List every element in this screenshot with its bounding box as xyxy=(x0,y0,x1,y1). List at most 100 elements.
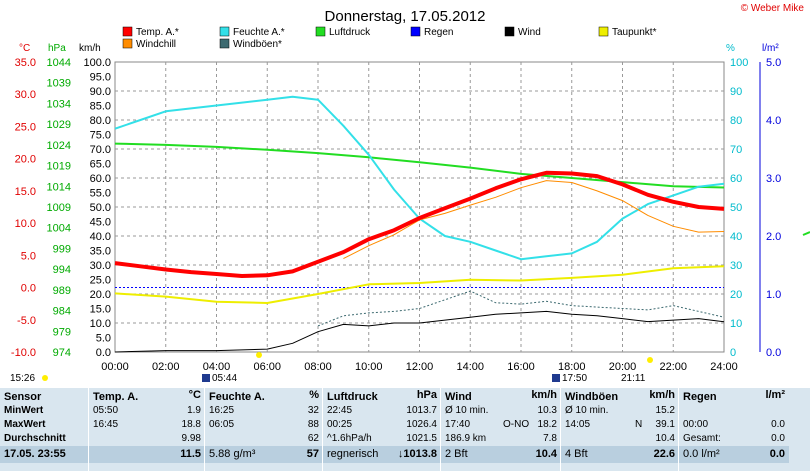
legend-label: Feuchte A.* xyxy=(233,27,285,38)
temp-tick-label: 35.0 xyxy=(15,57,36,69)
wind-tick-label: 25.0 xyxy=(90,275,111,287)
stats-value: 62 xyxy=(307,433,319,444)
stats-rain-total: 0.0 l/m² xyxy=(683,448,720,460)
hum-unit: % xyxy=(726,43,735,54)
humidity-tick-label: 30 xyxy=(730,260,742,272)
pressure-tick-label: 1039 xyxy=(47,78,71,90)
stats-header: Temp. A. xyxy=(93,391,139,403)
wind-tick-label: 60.0 xyxy=(90,173,111,185)
moonset-icon xyxy=(552,374,560,382)
stats-value: 32 xyxy=(307,405,319,416)
sun-marker-icon xyxy=(256,352,262,358)
stats-unit: km/h xyxy=(531,389,557,401)
stats-row-label: Durchschnitt xyxy=(4,433,66,444)
wind-tick-label: 30.0 xyxy=(90,260,111,272)
legend-label: Windböen* xyxy=(233,39,282,50)
stats-header: Wind xyxy=(445,391,472,403)
wind-tick-label: 95.0 xyxy=(90,72,111,84)
wind-tick-label: 85.0 xyxy=(90,101,111,113)
stats-current-value: 22.6 xyxy=(653,448,675,460)
legend: Temp. A.* Feuchte A.* Luftdruck Regen Wind Ta… xyxy=(122,26,657,50)
rain-tick-label: 2.0 xyxy=(766,231,781,243)
stats-value: 18.8 xyxy=(181,419,201,430)
wind-tick-label: 5.0 xyxy=(96,333,111,345)
legend-swatch xyxy=(122,26,133,37)
pressure-tick-label: 974 xyxy=(53,347,71,359)
stats-time: 22:45 xyxy=(327,405,353,416)
x-tick-label: 04:00 xyxy=(203,361,231,373)
stats-beaufort: 2 Bft xyxy=(445,448,468,460)
stats-current-value: 11.5 xyxy=(180,448,201,460)
moon-time-left: 15:26 xyxy=(10,373,36,384)
legend-label: Taupunkt* xyxy=(612,27,657,38)
humidity-tick-label: 60 xyxy=(730,173,742,185)
stats-header: Regen xyxy=(683,391,717,403)
humidity-tick-label: 90 xyxy=(730,86,742,98)
stats-col-temp: Temp. A. °C 05:50 1.9 16:45 18.8 9.98 11.5 xyxy=(88,388,205,471)
chart-title: Donnerstag, 17.05.2012 xyxy=(325,8,486,25)
stats-current-timestamp: 17.05. 23:55 xyxy=(0,446,88,463)
weather-chart: Donnerstag, 17.05.2012 © Weber Mike °C h… xyxy=(11,3,810,382)
stats-col-rain: Regen l/m² 00:00 0.0 Gesamt: 0.0 0.0 l/m² 0.… xyxy=(678,388,789,471)
rain-tick-label: 0.0 xyxy=(766,347,781,359)
pressure-tick-label: 994 xyxy=(53,264,71,276)
series-line-temp-a- xyxy=(114,170,725,278)
stats-abs-humidity: 5.88 g/m³ xyxy=(209,448,256,460)
stats-value: 10.3 xyxy=(537,405,557,416)
legend-swatch xyxy=(122,38,133,49)
rain-unit: l/m² xyxy=(762,43,779,54)
x-tick-label: 24:00 xyxy=(710,361,738,373)
temp-tick-label: -10.0 xyxy=(11,347,36,359)
stats-header: Feuchte A. xyxy=(209,391,265,403)
humidity-tick-label: 50 xyxy=(730,202,742,214)
sun-marker-icon xyxy=(42,375,48,381)
stats-forecast: regnerisch xyxy=(327,448,379,460)
stats-value: 0.0 xyxy=(771,419,785,430)
x-tick-label: 12:00 xyxy=(406,361,434,373)
pressure-tick-label: 989 xyxy=(53,285,71,297)
moonset-time: 17:50 xyxy=(562,373,588,384)
series-line-taupunkt- xyxy=(114,265,725,304)
pressure-tick-label: 1004 xyxy=(47,223,71,235)
legend-swatch xyxy=(219,26,230,37)
wind-tick-label: 80.0 xyxy=(90,115,111,127)
press-unit: hPa xyxy=(48,43,66,54)
stats-value: 18.2 xyxy=(537,419,557,430)
stats-label: Ø 10 min. xyxy=(565,405,609,416)
legend-label: Wind xyxy=(518,27,541,38)
stats-value: 15.2 xyxy=(655,405,675,416)
wind-tick-label: 15.0 xyxy=(90,304,111,316)
stats-current-value: 0.0 xyxy=(769,448,785,460)
legend-swatch xyxy=(315,26,326,37)
stats-unit: hPa xyxy=(416,389,437,401)
x-tick-label: 06:00 xyxy=(253,361,281,373)
stats-beaufort: 4 Bft xyxy=(565,448,588,460)
temp-tick-label: 10.0 xyxy=(15,218,36,230)
temp-unit: °C xyxy=(19,43,30,54)
stats-time: 06:05 xyxy=(209,419,235,430)
wind-tick-label: 35.0 xyxy=(90,246,111,258)
series-group xyxy=(114,95,725,353)
stats-header: Sensor xyxy=(4,391,42,403)
humidity-tick-label: 80 xyxy=(730,115,742,127)
x-tick-label: 14:00 xyxy=(456,361,484,373)
humidity-tick-label: 20 xyxy=(730,289,742,301)
stats-unit: °C xyxy=(188,389,201,401)
humidity-tick-label: 10 xyxy=(730,318,742,330)
wind-tick-label: 100.0 xyxy=(83,57,111,69)
temp-tick-label: 5.0 xyxy=(21,250,36,262)
pressure-tick-label: 1014 xyxy=(47,181,71,193)
pressure-tick-label: 984 xyxy=(53,306,71,318)
stats-distance: 186.9 km xyxy=(445,433,487,444)
humidity-tick-label: 0 xyxy=(730,347,736,359)
wind-tick-label: 55.0 xyxy=(90,188,111,200)
legend-label: Temp. A.* xyxy=(136,27,179,38)
stats-panel: Sensor MinWert MaxWert Durchschnitt 17.0… xyxy=(0,388,810,471)
stats-time: 00:00 xyxy=(683,419,709,430)
temp-tick-label: -5.0 xyxy=(17,315,36,327)
humidity-tick-label: 100 xyxy=(730,57,748,69)
x-tick-label: 00:00 xyxy=(101,361,129,373)
wind-tick-label: 70.0 xyxy=(90,144,111,156)
x-tick-label: 20:00 xyxy=(609,361,637,373)
legend-label: Luftdruck xyxy=(329,27,371,38)
